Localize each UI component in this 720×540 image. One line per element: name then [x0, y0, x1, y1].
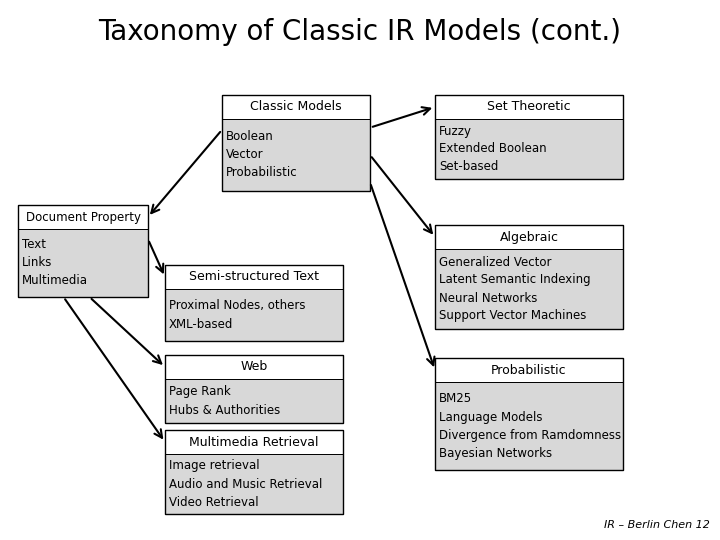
- Text: Algebraic: Algebraic: [500, 231, 559, 244]
- Bar: [165, 430, 343, 514]
- Text: Document Property: Document Property: [25, 211, 140, 224]
- Text: Taxonomy of Classic IR Models (cont.): Taxonomy of Classic IR Models (cont.): [99, 18, 621, 46]
- Bar: [165, 430, 343, 454]
- Bar: [222, 119, 370, 191]
- Text: BM25
Language Models
Divergence from Ramdomness
Bayesian Networks: BM25 Language Models Divergence from Ram…: [439, 393, 621, 460]
- Bar: [435, 382, 623, 470]
- Bar: [435, 249, 623, 329]
- Bar: [165, 379, 343, 423]
- Bar: [435, 119, 623, 179]
- Bar: [165, 265, 343, 289]
- Bar: [18, 205, 148, 297]
- Bar: [435, 95, 623, 179]
- Text: Fuzzy
Extended Boolean
Set-based: Fuzzy Extended Boolean Set-based: [439, 125, 546, 173]
- Text: Web: Web: [240, 361, 268, 374]
- Text: Page Rank
Hubs & Authorities: Page Rank Hubs & Authorities: [169, 386, 280, 416]
- Bar: [435, 225, 623, 249]
- Bar: [165, 355, 343, 379]
- Bar: [165, 454, 343, 514]
- Bar: [165, 289, 343, 341]
- Text: Semi-structured Text: Semi-structured Text: [189, 271, 319, 284]
- Bar: [435, 358, 623, 470]
- Bar: [222, 95, 370, 119]
- Text: Generalized Vector
Latent Semantic Indexing
Neural Networks
Support Vector Machi: Generalized Vector Latent Semantic Index…: [439, 255, 590, 322]
- Bar: [18, 229, 148, 297]
- Text: Proximal Nodes, others
XML-based: Proximal Nodes, others XML-based: [169, 300, 305, 330]
- Bar: [435, 95, 623, 119]
- Text: Probabilistic: Probabilistic: [491, 363, 567, 376]
- Text: Classic Models: Classic Models: [250, 100, 342, 113]
- Text: Set Theoretic: Set Theoretic: [487, 100, 571, 113]
- Text: Boolean
Vector
Probabilistic: Boolean Vector Probabilistic: [226, 131, 297, 179]
- Bar: [165, 265, 343, 341]
- Text: Image retrieval
Audio and Music Retrieval
Video Retrieval: Image retrieval Audio and Music Retrieva…: [169, 460, 323, 509]
- Text: Text
Links
Multimedia: Text Links Multimedia: [22, 239, 88, 287]
- Text: IR – Berlin Chen 12: IR – Berlin Chen 12: [604, 520, 710, 530]
- Bar: [165, 355, 343, 423]
- Bar: [18, 205, 148, 229]
- Bar: [435, 358, 623, 382]
- Text: Multimedia Retrieval: Multimedia Retrieval: [189, 435, 319, 449]
- Bar: [435, 225, 623, 329]
- Bar: [222, 95, 370, 191]
